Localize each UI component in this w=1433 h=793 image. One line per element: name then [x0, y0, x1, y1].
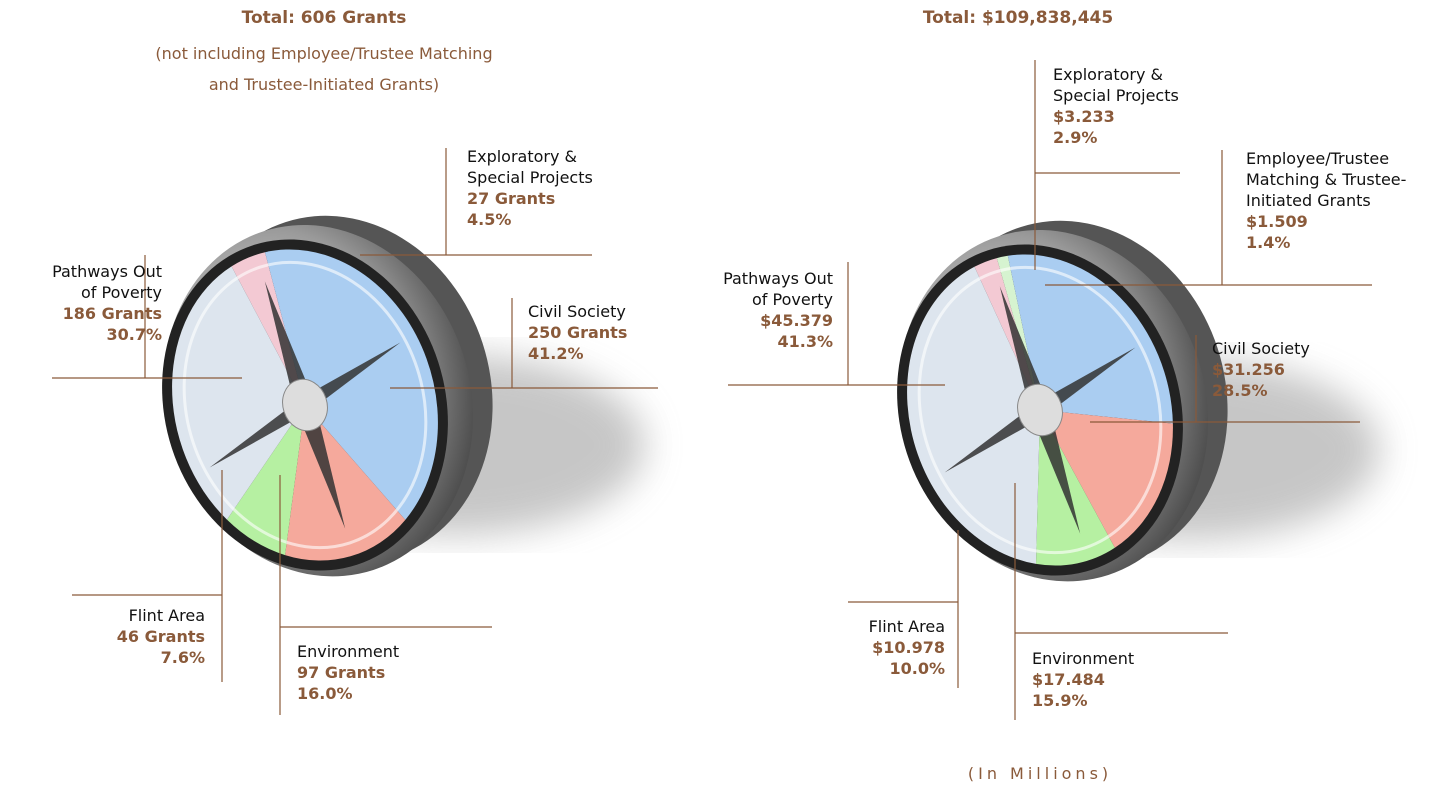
percent-label: 16.0% [297, 684, 353, 703]
slice-label: Pathways Out of Poverty $45.379 41.3% [723, 268, 833, 352]
value-label: $31.256 [1212, 360, 1285, 379]
percent-label: 7.6% [160, 648, 205, 667]
compass [897, 220, 1228, 582]
pie-slice [172, 266, 305, 520]
slice-label: Civil Society 250 Grants 41.2% [528, 301, 627, 364]
chart-title: Total: $109,838,445 [922, 8, 1114, 28]
hub [282, 378, 328, 432]
slice-label: Exploratory & Special Projects $3.233 2.9% [1053, 64, 1179, 148]
pie-slice [226, 405, 305, 556]
category-label: Pathways Out of Poverty [723, 269, 833, 309]
compass [162, 215, 493, 577]
pie-slice [907, 266, 1040, 564]
value-label: 250 Grants [528, 323, 628, 342]
category-label: Civil Society [1212, 339, 1310, 358]
percent-label: 41.2% [528, 344, 584, 363]
dial-ring [917, 265, 1163, 555]
category-label: Environment [1032, 649, 1135, 668]
percent-label: 15.9% [1032, 691, 1088, 710]
category-label: Environment [297, 642, 400, 661]
slice-label: Environment $17.484 15.9% [1032, 648, 1134, 711]
slice-label: Pathways Out of Poverty 186 Grants 30.7% [52, 261, 162, 345]
percent-label: 28.5% [1212, 381, 1268, 400]
slice-label: Exploratory & Special Projects 27 Grants 4… [467, 146, 593, 230]
pie-slice [1007, 254, 1173, 424]
category-label: Pathways Out of Poverty [52, 262, 162, 302]
value-label: 46 Grants [116, 627, 205, 646]
value-label: $1.509 [1246, 212, 1308, 231]
value-label: $45.379 [760, 311, 833, 330]
value-label: 97 Grants [297, 663, 386, 682]
category-label: Exploratory & Special Projects [467, 147, 593, 187]
percent-label: 4.5% [467, 210, 512, 229]
pie-slice [265, 249, 438, 520]
chart-title: Total: 606 Grants [241, 8, 407, 28]
percent-label: 41.3% [777, 332, 833, 351]
category-label: Employee/Trustee Matching & Trustee- Ini… [1246, 149, 1407, 210]
chart-subtitle: (not including Employee/Trustee Matching… [155, 44, 493, 94]
percent-label: 2.9% [1053, 128, 1098, 147]
value-label: 186 Grants [62, 304, 162, 323]
category-label: Flint Area [128, 606, 205, 625]
category-label: Civil Society [528, 302, 626, 321]
slice-label: Civil Society $31.256 28.5% [1212, 338, 1310, 401]
value-label: $3.233 [1053, 107, 1115, 126]
pie-slice [1040, 410, 1173, 548]
value-label: $10.978 [872, 638, 945, 657]
hub [1017, 383, 1063, 437]
percent-label: 10.0% [889, 659, 945, 678]
slice-label: Employee/Trustee Matching & Trustee- Ini… [1246, 148, 1406, 253]
slice-label: Flint Area 46 Grants 7.6% [117, 605, 205, 668]
slice-label: Flint Area $10.978 10.0% [869, 616, 945, 679]
dial-ring [182, 260, 428, 550]
value-label: $17.484 [1032, 670, 1105, 689]
category-label: Exploratory & Special Projects [1053, 65, 1179, 105]
percent-label: 30.7% [106, 325, 162, 344]
value-label: 27 Grants [467, 189, 556, 208]
percent-label: 1.4% [1246, 233, 1291, 252]
slice-label: Environment 97 Grants 16.0% [297, 641, 399, 704]
category-label: Flint Area [868, 617, 945, 636]
chart-note: (In Millions) [967, 764, 1113, 783]
